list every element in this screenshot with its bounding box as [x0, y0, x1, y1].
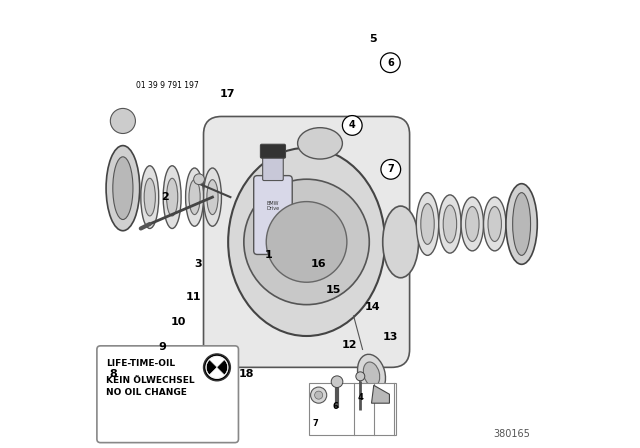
- Circle shape: [206, 356, 228, 379]
- Text: 6: 6: [333, 402, 339, 411]
- Circle shape: [194, 174, 204, 185]
- Ellipse shape: [513, 193, 531, 255]
- Text: 6: 6: [387, 58, 394, 68]
- Text: 12: 12: [341, 340, 357, 350]
- Text: 17: 17: [220, 89, 236, 99]
- Ellipse shape: [166, 178, 178, 216]
- Text: 16: 16: [311, 259, 326, 269]
- FancyBboxPatch shape: [253, 176, 292, 254]
- Ellipse shape: [488, 207, 502, 241]
- Circle shape: [244, 179, 369, 305]
- Wedge shape: [206, 360, 217, 375]
- Ellipse shape: [364, 362, 380, 386]
- Circle shape: [110, 108, 136, 134]
- Text: 9: 9: [158, 342, 166, 352]
- Text: 2: 2: [161, 192, 170, 202]
- Ellipse shape: [141, 166, 159, 228]
- Circle shape: [310, 387, 327, 403]
- Text: 14: 14: [365, 302, 381, 312]
- Circle shape: [381, 159, 401, 179]
- Ellipse shape: [506, 184, 538, 264]
- FancyBboxPatch shape: [262, 155, 284, 181]
- Ellipse shape: [417, 193, 439, 255]
- Circle shape: [380, 53, 400, 73]
- Ellipse shape: [443, 205, 457, 243]
- Ellipse shape: [465, 207, 479, 241]
- Circle shape: [332, 376, 343, 388]
- Ellipse shape: [204, 168, 221, 226]
- FancyBboxPatch shape: [260, 144, 285, 158]
- Text: 4: 4: [349, 121, 356, 130]
- Text: 4: 4: [357, 393, 364, 402]
- Circle shape: [204, 354, 230, 381]
- Text: 15: 15: [326, 285, 341, 295]
- FancyBboxPatch shape: [204, 116, 410, 367]
- Ellipse shape: [106, 146, 140, 231]
- Ellipse shape: [207, 180, 218, 215]
- FancyBboxPatch shape: [309, 383, 396, 435]
- Wedge shape: [209, 367, 225, 378]
- Ellipse shape: [189, 180, 200, 215]
- Ellipse shape: [298, 128, 342, 159]
- FancyBboxPatch shape: [97, 346, 239, 443]
- Ellipse shape: [228, 148, 385, 336]
- Ellipse shape: [484, 197, 506, 251]
- Circle shape: [342, 116, 362, 135]
- Ellipse shape: [186, 168, 204, 226]
- Text: 10: 10: [170, 317, 186, 327]
- Ellipse shape: [439, 195, 461, 253]
- Text: 18: 18: [239, 369, 254, 379]
- Ellipse shape: [358, 354, 385, 394]
- Text: 13: 13: [383, 332, 399, 342]
- Ellipse shape: [461, 197, 484, 251]
- Circle shape: [356, 372, 365, 381]
- Text: KEIN ÖLWECHSEL: KEIN ÖLWECHSEL: [106, 376, 195, 385]
- Circle shape: [266, 202, 347, 282]
- Wedge shape: [209, 357, 225, 367]
- Text: BMW
Drive: BMW Drive: [266, 201, 280, 211]
- Text: 380165: 380165: [493, 429, 531, 439]
- Text: 1: 1: [264, 250, 273, 260]
- Text: 11: 11: [186, 292, 202, 302]
- Text: LIFE-TIME-OIL: LIFE-TIME-OIL: [106, 359, 175, 368]
- Ellipse shape: [113, 157, 133, 220]
- Polygon shape: [371, 385, 389, 403]
- Text: 01 39 9 791 197: 01 39 9 791 197: [136, 81, 199, 90]
- Ellipse shape: [163, 166, 181, 228]
- Ellipse shape: [421, 203, 435, 245]
- Text: NO OIL CHANGE: NO OIL CHANGE: [106, 388, 187, 397]
- Text: 8: 8: [109, 369, 117, 379]
- Circle shape: [315, 391, 323, 399]
- Wedge shape: [217, 360, 228, 375]
- Ellipse shape: [383, 206, 419, 278]
- Text: 7: 7: [387, 164, 394, 174]
- Text: 7: 7: [313, 419, 318, 428]
- Text: 5: 5: [369, 34, 377, 44]
- Text: 3: 3: [195, 259, 202, 269]
- Ellipse shape: [144, 178, 156, 216]
